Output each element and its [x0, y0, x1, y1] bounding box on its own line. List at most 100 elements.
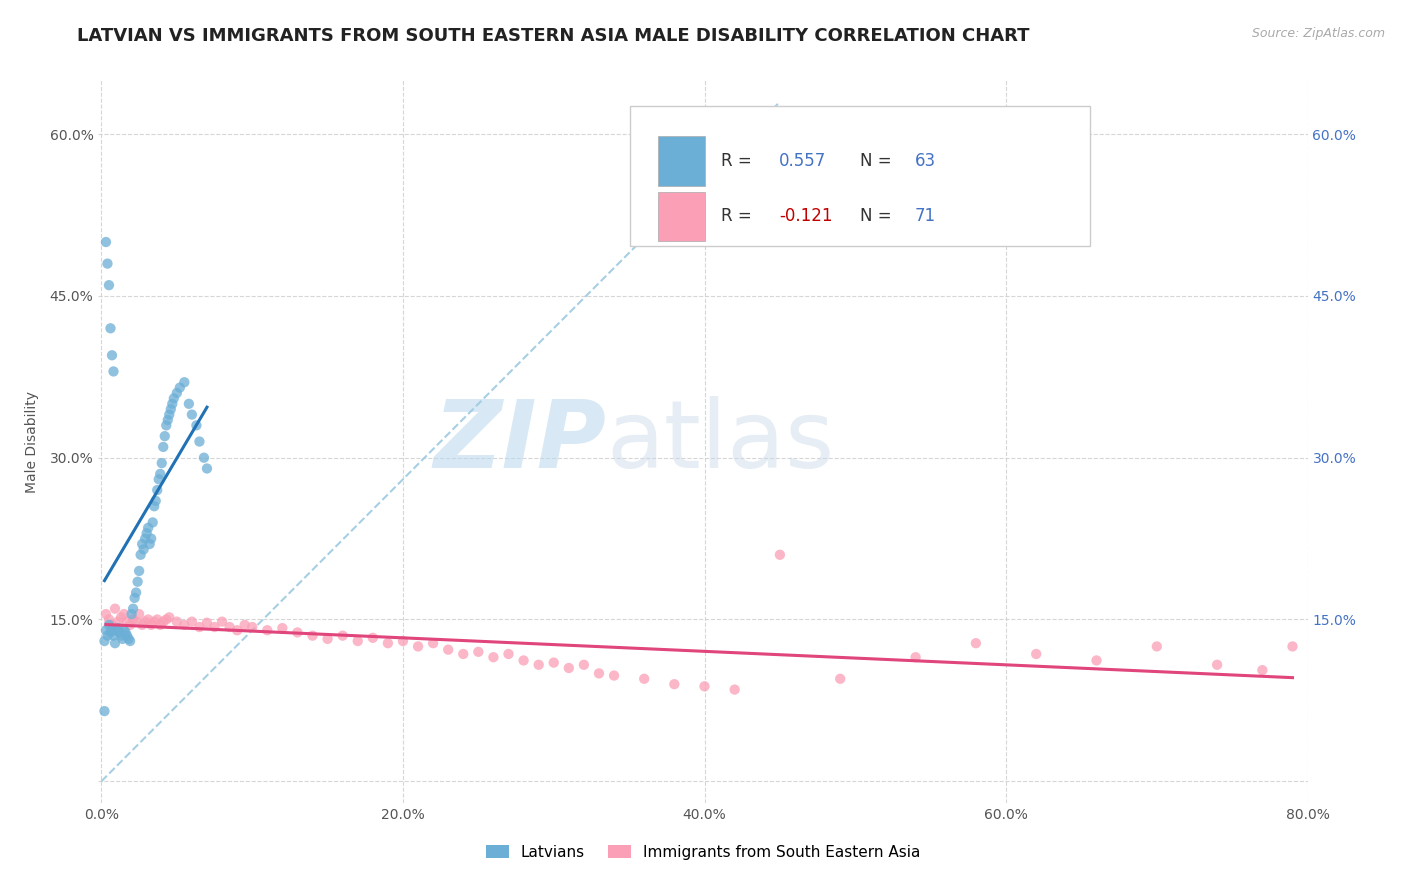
Point: [138, 537, 160, 551]
Point: [453, 647, 475, 661]
Point: [127, 574, 149, 589]
Point: [98, 612, 121, 626]
Point: [112, 607, 135, 621]
Point: [101, 624, 124, 638]
Point: [633, 672, 655, 686]
Point: [134, 532, 156, 546]
Point: [177, 397, 200, 411]
Point: [107, 615, 129, 629]
Point: [572, 657, 595, 672]
Text: N =: N =: [860, 208, 897, 226]
Point: [287, 625, 309, 640]
Point: [543, 656, 565, 670]
Point: [105, 624, 128, 638]
Point: [155, 418, 177, 433]
Point: [157, 408, 180, 422]
Point: [141, 618, 163, 632]
Point: [603, 668, 626, 682]
Text: R =: R =: [721, 208, 758, 226]
Point: [108, 625, 131, 640]
Point: [211, 615, 233, 629]
Point: [120, 634, 142, 648]
Point: [159, 402, 181, 417]
Point: [256, 624, 278, 638]
Text: 63: 63: [915, 152, 936, 169]
Point: [724, 682, 747, 697]
Point: [98, 278, 121, 293]
Point: [166, 386, 188, 401]
Text: LATVIAN VS IMMIGRANTS FROM SOUTH EASTERN ASIA MALE DISABILITY CORRELATION CHART: LATVIAN VS IMMIGRANTS FROM SOUTH EASTERN…: [77, 27, 1029, 45]
Text: -0.121: -0.121: [779, 208, 832, 226]
Point: [271, 621, 294, 635]
Point: [131, 618, 153, 632]
Point: [527, 657, 550, 672]
Point: [188, 434, 211, 449]
Point: [204, 620, 226, 634]
Point: [115, 615, 138, 629]
FancyBboxPatch shape: [658, 136, 706, 186]
Point: [146, 483, 169, 497]
Point: [136, 612, 159, 626]
Point: [128, 564, 150, 578]
Point: [153, 429, 176, 443]
Point: [96, 257, 118, 271]
Point: [218, 620, 240, 634]
Point: [188, 620, 211, 634]
Y-axis label: Male Disability: Male Disability: [24, 391, 38, 492]
Point: [152, 440, 174, 454]
Point: [117, 632, 139, 646]
Point: [180, 408, 202, 422]
Point: [134, 615, 156, 629]
Point: [98, 618, 121, 632]
Point: [132, 542, 155, 557]
Point: [406, 640, 429, 654]
Point: [377, 636, 399, 650]
Point: [111, 632, 134, 646]
Point: [588, 666, 610, 681]
Point: [830, 672, 852, 686]
Point: [149, 467, 172, 481]
Point: [498, 647, 520, 661]
Point: [162, 397, 184, 411]
Point: [141, 532, 163, 546]
Point: [94, 235, 117, 249]
Point: [1146, 640, 1168, 654]
Point: [467, 645, 489, 659]
Text: N =: N =: [860, 152, 897, 169]
Point: [233, 618, 256, 632]
Point: [131, 537, 153, 551]
Point: [965, 636, 987, 650]
Point: [157, 610, 180, 624]
Point: [128, 607, 150, 621]
Point: [103, 629, 125, 643]
Point: [173, 376, 195, 390]
Point: [115, 629, 138, 643]
Text: 0.557: 0.557: [779, 152, 827, 169]
Point: [193, 450, 215, 465]
Point: [512, 653, 534, 667]
Point: [180, 615, 202, 629]
Point: [240, 620, 263, 634]
Point: [93, 634, 115, 648]
Point: [422, 636, 444, 650]
Text: R =: R =: [721, 152, 758, 169]
Point: [361, 631, 384, 645]
Point: [437, 642, 460, 657]
Point: [94, 624, 117, 638]
Point: [155, 612, 177, 626]
Point: [135, 526, 157, 541]
Point: [195, 461, 218, 475]
Text: atlas: atlas: [606, 395, 835, 488]
Point: [195, 615, 218, 630]
Text: 71: 71: [915, 208, 936, 226]
Point: [129, 548, 152, 562]
Point: [186, 418, 208, 433]
Point: [769, 548, 792, 562]
Point: [226, 624, 249, 638]
Point: [110, 610, 132, 624]
Point: [301, 629, 323, 643]
Point: [121, 607, 143, 621]
Point: [114, 625, 136, 640]
Point: [1206, 657, 1229, 672]
Point: [143, 500, 166, 514]
